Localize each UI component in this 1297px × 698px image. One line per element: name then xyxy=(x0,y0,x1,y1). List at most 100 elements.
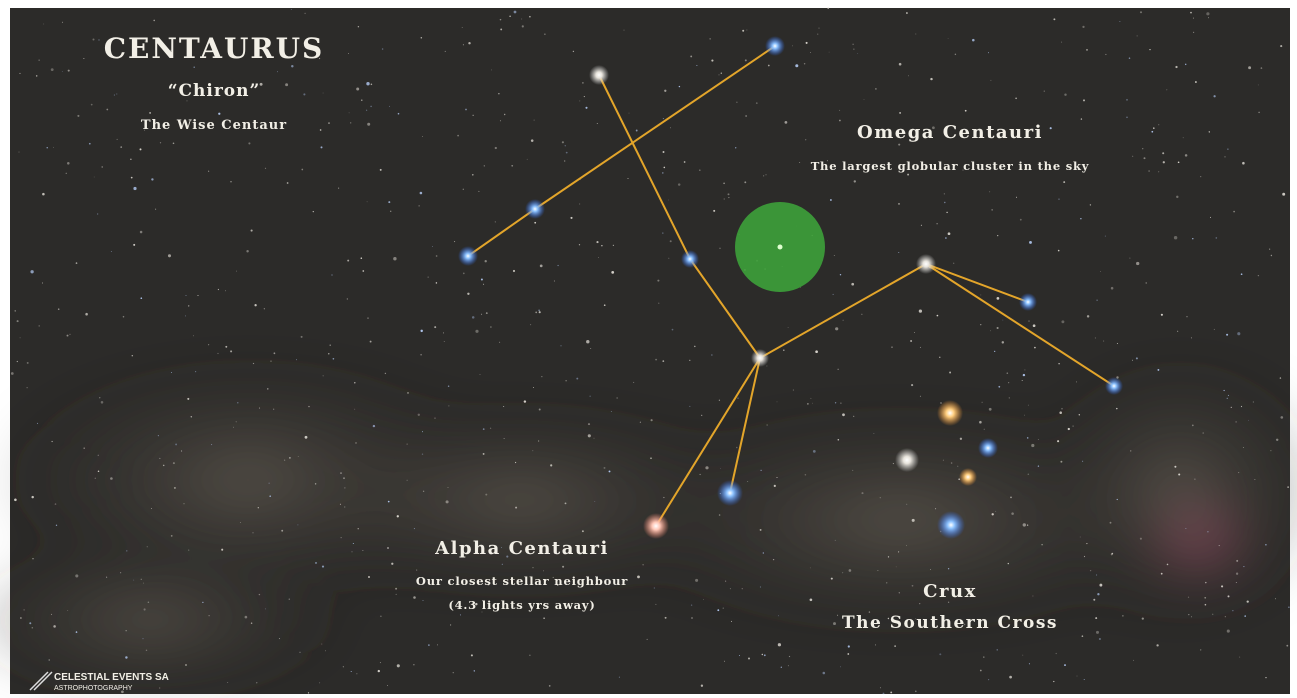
background-star xyxy=(480,374,481,375)
background-star xyxy=(17,361,18,362)
background-star xyxy=(422,454,423,455)
background-star xyxy=(42,193,45,196)
background-star xyxy=(101,401,104,404)
background-star xyxy=(590,396,591,397)
background-star xyxy=(123,316,125,318)
background-star xyxy=(1133,660,1134,661)
background-star xyxy=(619,677,620,678)
background-star xyxy=(1227,148,1228,149)
background-star xyxy=(992,513,994,515)
background-star xyxy=(1177,331,1178,332)
background-star xyxy=(514,11,517,14)
background-star xyxy=(662,232,663,233)
background-star xyxy=(847,653,849,655)
background-star xyxy=(1090,204,1091,205)
background-star xyxy=(930,78,932,80)
background-star xyxy=(1243,447,1244,448)
background-star xyxy=(1126,99,1128,101)
background-star xyxy=(805,139,806,140)
background-star xyxy=(1188,614,1189,615)
background-star xyxy=(957,466,958,467)
background-star xyxy=(131,177,133,179)
background-star xyxy=(1208,17,1209,18)
background-star xyxy=(1061,320,1064,323)
background-star xyxy=(597,123,598,124)
background-star xyxy=(744,181,746,183)
background-star xyxy=(1216,237,1218,239)
background-star xyxy=(53,625,56,628)
background-star xyxy=(388,201,390,203)
background-star xyxy=(1163,161,1165,163)
background-star xyxy=(829,52,830,53)
background-star xyxy=(651,419,653,421)
background-star xyxy=(94,177,95,178)
background-star xyxy=(650,457,652,459)
background-star xyxy=(997,235,998,236)
background-star xyxy=(997,297,1000,300)
background-star xyxy=(322,566,324,568)
background-star xyxy=(495,221,496,222)
background-star xyxy=(453,672,454,673)
background-star xyxy=(529,655,530,656)
background-star xyxy=(116,94,117,95)
background-star xyxy=(140,148,142,150)
background-star xyxy=(146,650,147,651)
background-star xyxy=(62,22,63,23)
background-star xyxy=(840,402,841,403)
background-star xyxy=(1105,236,1106,237)
background-star xyxy=(1103,341,1104,342)
background-star xyxy=(362,270,364,272)
background-star xyxy=(151,508,152,509)
title: CENTAURUS xyxy=(104,32,325,65)
label-line: The Southern Cross xyxy=(842,613,1058,633)
background-star xyxy=(1093,599,1095,601)
background-star xyxy=(1239,657,1240,658)
background-star xyxy=(920,347,921,348)
background-star xyxy=(1029,663,1030,664)
background-star xyxy=(920,396,921,397)
background-star xyxy=(420,192,423,195)
background-star xyxy=(32,558,33,559)
background-star xyxy=(1265,544,1267,546)
background-star xyxy=(655,359,657,361)
background-star xyxy=(1280,45,1282,47)
background-star xyxy=(256,682,257,683)
background-star xyxy=(1082,635,1084,637)
background-star xyxy=(20,337,21,338)
background-star xyxy=(37,423,38,424)
background-star xyxy=(509,16,511,18)
background-star xyxy=(1205,582,1206,583)
background-star xyxy=(1191,337,1192,338)
background-star xyxy=(11,372,14,375)
background-star xyxy=(915,691,917,693)
background-star xyxy=(467,293,469,295)
background-star xyxy=(490,428,491,429)
background-star xyxy=(1090,570,1091,571)
background-star xyxy=(208,344,209,345)
background-star xyxy=(463,44,464,45)
background-star xyxy=(279,638,280,639)
background-star xyxy=(428,644,429,645)
background-star xyxy=(760,586,761,587)
background-star xyxy=(767,424,768,425)
background-star xyxy=(629,113,630,114)
background-star xyxy=(1099,584,1102,587)
background-star xyxy=(436,255,438,257)
background-star xyxy=(159,687,160,688)
background-star xyxy=(1034,347,1036,349)
background-star xyxy=(30,270,33,273)
background-star xyxy=(678,183,680,185)
background-star xyxy=(1044,91,1045,92)
background-star xyxy=(654,587,655,588)
background-star xyxy=(465,109,467,111)
background-star xyxy=(323,376,324,377)
background-star xyxy=(1064,664,1066,666)
background-star xyxy=(1053,18,1055,20)
background-star xyxy=(617,397,618,398)
background-star xyxy=(1084,679,1085,680)
background-star xyxy=(457,135,459,137)
background-star xyxy=(1275,598,1276,599)
background-star xyxy=(730,588,731,589)
background-star xyxy=(291,9,292,10)
background-star xyxy=(1079,414,1080,415)
